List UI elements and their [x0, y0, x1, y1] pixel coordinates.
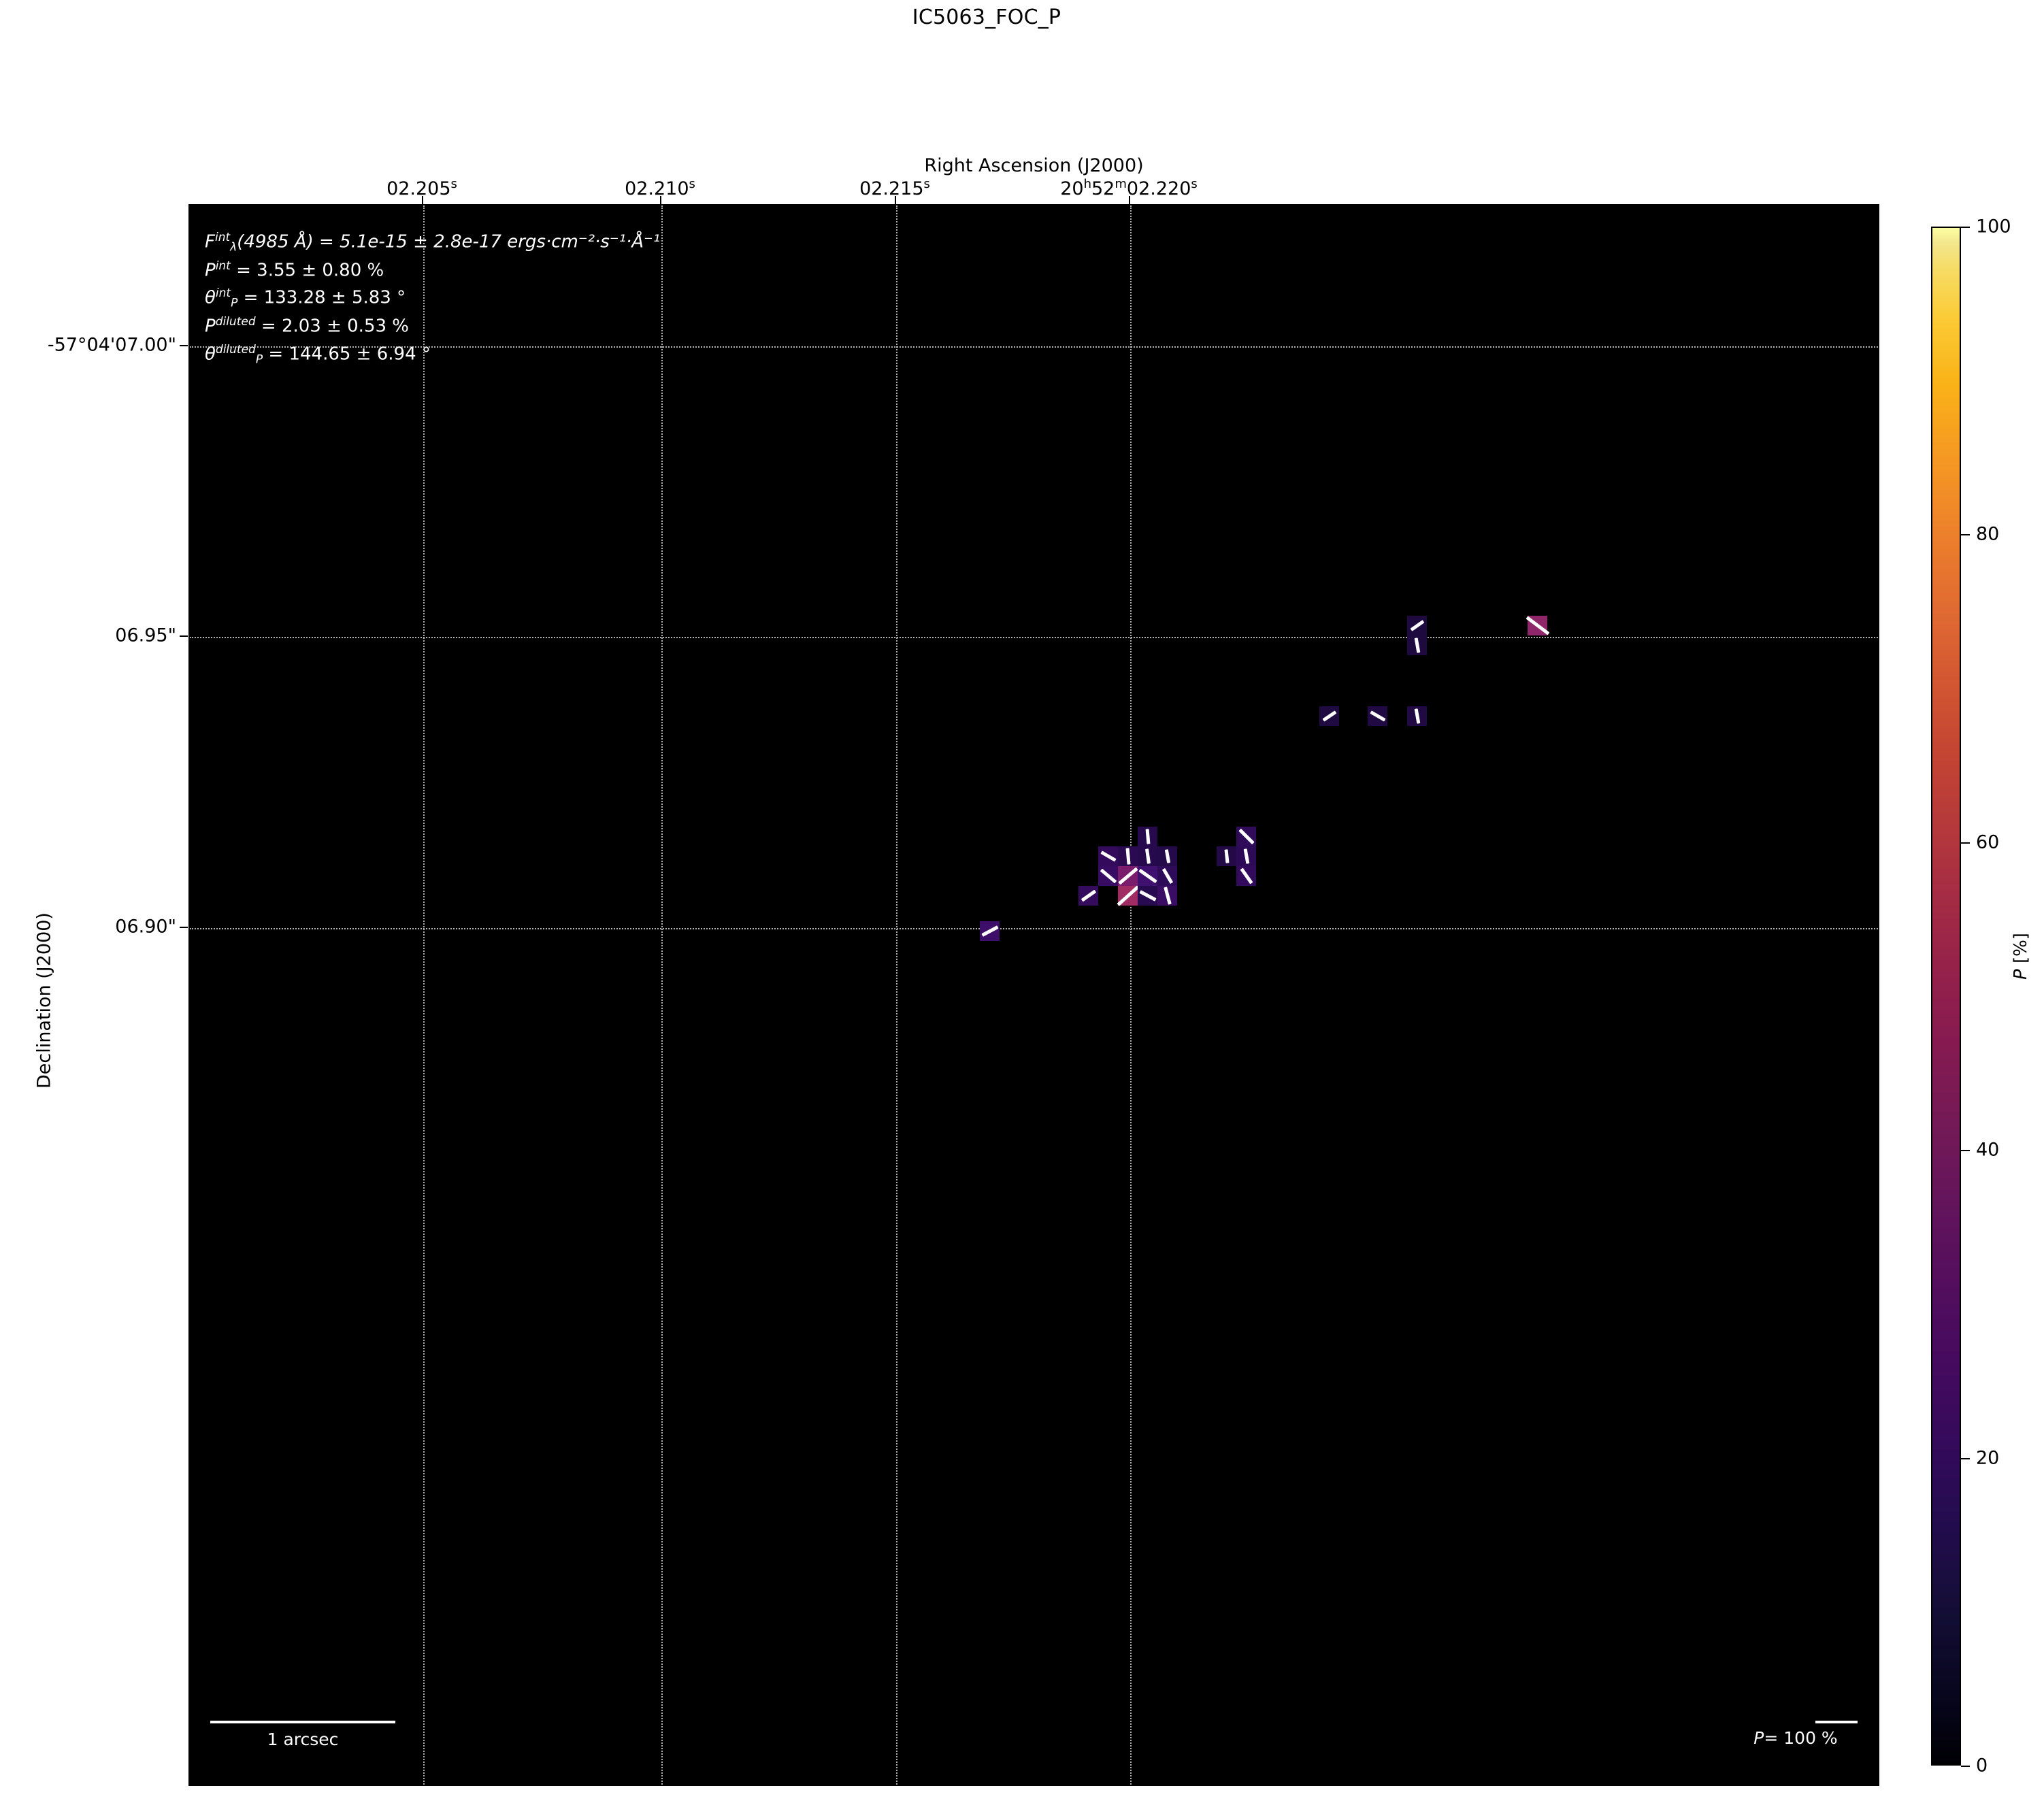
annotation-p-int-line: Pint = 3.55 ± 0.80 % — [205, 259, 660, 282]
colorbar-tick-label: 60 — [1976, 831, 2000, 853]
scale-bar-line — [210, 1721, 395, 1723]
y-tick-mark — [180, 927, 188, 928]
scale-bar-label: 1 arcsec — [267, 1730, 339, 1749]
x-tick-mark — [660, 196, 661, 204]
colorbar-tick-label: 40 — [1976, 1139, 2000, 1161]
grid-line-vertical — [1130, 205, 1132, 1785]
grid-line-vertical — [661, 205, 663, 1785]
x-tick-label: 02.215s — [859, 177, 930, 199]
colorbar-tick-mark — [1961, 227, 1970, 228]
annotation-p-diluted-line: Pdiluted = 2.03 ± 0.53 % — [205, 314, 660, 338]
vector-legend-label: P= 100 % — [1734, 1728, 1858, 1748]
x-tick-mark — [422, 196, 423, 204]
vector-legend-value: = 100 % — [1764, 1728, 1838, 1748]
colorbar-unit: [%] — [2011, 933, 2031, 970]
p-int-symbol: P — [205, 260, 216, 281]
vector-legend-line — [1815, 1721, 1858, 1723]
grid-line-horizontal — [190, 928, 1878, 929]
grid-line-vertical — [423, 205, 425, 1785]
p-int-value: = 3.55 ± 0.80 % — [230, 260, 384, 281]
grid-line-vertical — [896, 205, 897, 1785]
y-tick-mark — [180, 345, 188, 346]
colorbar-tick-mark — [1961, 1457, 1970, 1459]
x-axis-label: Right Ascension (J2000) — [924, 155, 1144, 176]
colorbar-tick-mark — [1961, 534, 1970, 536]
annotation-theta-int-line: θintP = 133.28 ± 5.83 ° — [205, 286, 660, 311]
x-tick-mark — [1129, 196, 1130, 204]
vector-legend-symbol: P — [1753, 1728, 1764, 1748]
flux-subscript: λ — [230, 240, 237, 254]
colorbar-tick-label: 0 — [1976, 1755, 1988, 1776]
colorbar-tick-label: 100 — [1976, 216, 2011, 237]
x-tick-label: 02.210s — [625, 177, 695, 199]
annotation-flux-line: Fintλ(4985 Å) = 5.1e-15 ± 2.8e-17 ergs·c… — [205, 230, 660, 255]
flux-symbol: F — [205, 231, 215, 252]
flux-superscript: int — [214, 231, 231, 244]
grid-line-horizontal — [190, 346, 1878, 348]
theta-int-subscript: P — [231, 296, 238, 310]
y-tick-label: 06.90" — [115, 916, 176, 938]
colorbar-tick-mark — [1961, 842, 1970, 844]
x-tick-mark — [895, 196, 896, 204]
colorbar-tick-label: 20 — [1976, 1447, 2000, 1469]
theta-diluted-value: = 144.65 ± 6.94 ° — [263, 344, 431, 365]
y-tick-mark — [180, 635, 188, 637]
annotation-text-block: Fintλ(4985 Å) = 5.1e-15 ± 2.8e-17 ergs·c… — [205, 230, 660, 371]
y-tick-label: -57°04'07.00" — [47, 334, 176, 356]
x-tick-label: 20h52m02.220s — [1060, 177, 1198, 199]
colorbar-tick-mark — [1961, 1766, 1970, 1767]
theta-diluted-superscript: diluted — [215, 342, 256, 357]
flux-value: (4985 Å) = 5.1e-15 ± 2.8e-17 — [237, 231, 508, 252]
theta-int-symbol: θ — [205, 287, 216, 308]
theta-int-superscript: int — [215, 286, 231, 301]
y-tick-label: 06.95" — [115, 625, 176, 646]
theta-diluted-subscript: P — [255, 352, 263, 366]
colorbar: 0 20 40 60 80 100 — [1931, 216, 2011, 1776]
vector-legend: P= 100 % — [1734, 1721, 1858, 1748]
colorbar-tick-label: 80 — [1976, 523, 2000, 545]
p-int-superscript: int — [215, 259, 231, 274]
figure-title: IC5063_FOC_P — [912, 5, 1061, 29]
colorbar-axis-label: P [%] — [2011, 933, 2031, 980]
theta-diluted-symbol: θ — [205, 344, 216, 365]
colorbar-gradient — [1931, 227, 1961, 1766]
plot-axes-frame: Fintλ(4985 Å) = 5.1e-15 ± 2.8e-17 ergs·c… — [188, 204, 1879, 1786]
annotation-theta-diluted-line: θdilutedP = 144.65 ± 6.94 ° — [205, 342, 660, 367]
p-diluted-superscript: diluted — [215, 315, 256, 329]
flux-units: ergs·cm⁻²·s⁻¹·Å⁻¹ — [507, 231, 661, 252]
grid-line-horizontal — [190, 637, 1878, 638]
x-tick-label: 02.205s — [386, 177, 457, 199]
scale-bar: 1 arcsec — [210, 1721, 395, 1749]
colorbar-symbol: P — [2011, 969, 2031, 980]
p-diluted-symbol: P — [205, 316, 216, 337]
y-axis-label: Declination (J2000) — [33, 912, 55, 1089]
colorbar-tick-mark — [1961, 1150, 1970, 1152]
theta-int-value: = 133.28 ± 5.83 ° — [237, 287, 406, 308]
plot-surface: Fintλ(4985 Å) = 5.1e-15 ± 2.8e-17 ergs·c… — [190, 205, 1878, 1785]
p-diluted-value: = 2.03 ± 0.53 % — [255, 316, 410, 337]
